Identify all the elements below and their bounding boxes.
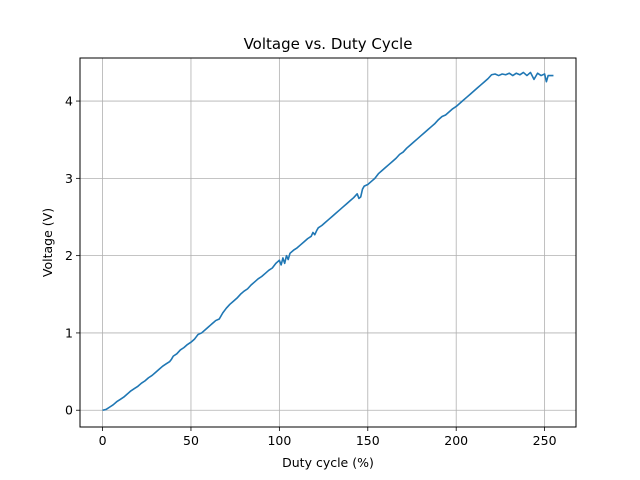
plot-area-frame xyxy=(79,57,577,428)
y-tick-label: 0 xyxy=(65,403,73,418)
y-tick-label: 4 xyxy=(65,94,73,109)
grid-lines xyxy=(80,58,576,427)
x-tick-label: 150 xyxy=(356,433,380,448)
chart-title: Voltage vs. Duty Cycle xyxy=(244,35,413,53)
y-tick-label: 2 xyxy=(65,248,73,263)
x-tick-label: 50 xyxy=(183,433,199,448)
x-tick-label: 200 xyxy=(444,433,468,448)
y-axis-label: Voltage (V) xyxy=(40,208,55,277)
series-layer xyxy=(102,71,554,412)
x-tick-label: 0 xyxy=(99,433,107,448)
x-axis-label: Duty cycle (%) xyxy=(282,455,374,470)
y-tick-label: 3 xyxy=(65,171,73,186)
x-tick-label: 100 xyxy=(267,433,291,448)
axis-ticks: 0 50 100 150 200 250 0 1 2 3 4 xyxy=(65,94,557,448)
voltage-series-line xyxy=(102,71,554,412)
y-tick-label: 1 xyxy=(65,325,73,340)
x-tick-label: 250 xyxy=(533,433,557,448)
